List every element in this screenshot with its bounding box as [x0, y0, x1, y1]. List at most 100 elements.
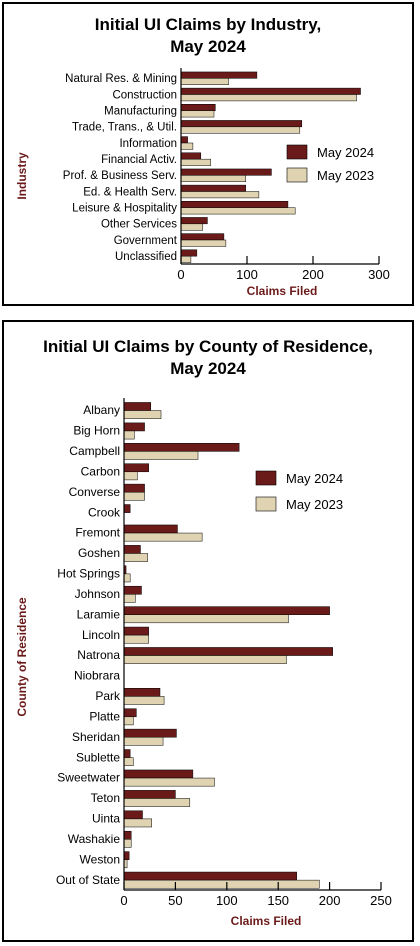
industry-category-label: Financial Activ.: [101, 154, 177, 166]
county-bar-may2024: [123, 524, 178, 534]
county-legend-label-may2024: May 2024: [286, 471, 343, 486]
county-chart-title-line1: Initial UI Claims by County of Residence…: [43, 337, 373, 356]
county-bar-may2024: [123, 402, 151, 411]
industry-bar-may2023: [180, 158, 211, 166]
county-x-tick-label: 150: [267, 893, 289, 908]
county-x-tick-label: 50: [168, 893, 182, 908]
county-bar-may2024: [123, 728, 177, 738]
industry-category-label: Unclassified: [115, 251, 177, 263]
county-category-label: Lincoln: [82, 628, 120, 642]
industry-chart-y-axis-label: Industry: [15, 152, 29, 200]
county-category-label: Teton: [91, 791, 120, 805]
county-chart-title: Initial UI Claims by County of Residence…: [4, 336, 412, 380]
industry-x-tick-label: 200: [302, 267, 324, 282]
county-category-label: Converse: [69, 485, 121, 499]
county-x-tick-label: 200: [319, 893, 341, 908]
industry-bar-may2023: [180, 255, 192, 263]
county-bar-may2023: [123, 757, 134, 766]
industry-category-label: Government: [114, 235, 178, 247]
county-bar-may2023: [123, 879, 320, 889]
industry-legend-swatch-may2023: [286, 167, 308, 183]
industry-category-label: Other Services: [101, 219, 177, 231]
county-chart-title-line2: May 2024: [170, 359, 246, 378]
industry-bar-may2023: [180, 191, 260, 199]
industry-bar-may2023: [180, 207, 296, 215]
county-bar-may2024: [123, 688, 161, 697]
industry-chart-title: Initial UI Claims by Industry, May 2024: [4, 14, 412, 58]
county-category-label: Laramie: [77, 607, 121, 621]
county-x-tick-label: 0: [120, 893, 127, 908]
industry-bar-may2023: [180, 126, 301, 134]
industry-chart-title-line2: May 2024: [170, 37, 246, 56]
industry-bar-may2024: [180, 217, 208, 225]
county-bar-may2024: [123, 626, 149, 636]
county-bar-may2023: [123, 798, 191, 807]
county-bar-may2024: [123, 647, 333, 656]
county-bar-may2024: [123, 545, 141, 554]
industry-bar-may2023: [180, 78, 229, 85]
county-bar-may2023: [123, 553, 148, 562]
county-category-label: Sweetwater: [57, 771, 120, 785]
industry-bar-may2023: [180, 142, 194, 150]
industry-bar-may2024: [180, 168, 272, 176]
industry-bar-may2024: [180, 87, 361, 95]
county-category-label: Hot Springs: [57, 567, 120, 581]
county-chart-x-axis-label: Claims Filed: [230, 914, 302, 928]
county-bar-may2023: [123, 573, 131, 583]
county-category-label: Uinta: [92, 812, 120, 826]
county-category-label: Platte: [89, 709, 120, 723]
county-bar-may2023: [123, 451, 199, 460]
industry-bar-may2023: [180, 223, 204, 231]
county-bar-may2024: [123, 871, 297, 881]
industry-chart-plot: Natural Res. & Mining Construction Manufac…: [63, 68, 390, 282]
county-legend-swatch-may2023: [255, 496, 277, 512]
county-category-label: Weston: [80, 852, 120, 866]
county-bar-may2023: [123, 736, 164, 746]
county-bar-may2024: [123, 749, 131, 758]
county-bar-may2023: [123, 491, 145, 501]
industry-bar-may2023: [180, 110, 215, 118]
county-bar-may2023: [123, 839, 132, 848]
industry-bar-may2024: [180, 233, 225, 241]
county-category-label: Albany: [83, 403, 120, 417]
county-bar-may2023: [123, 471, 138, 481]
industry-chart-x-axis-label: Claims Filed: [246, 284, 318, 298]
county-category-label: Campbell: [69, 444, 120, 458]
industry-legend-label-may2024: May 2024: [317, 145, 374, 160]
county-category-label: Goshen: [78, 546, 120, 560]
industry-bar-may2024: [180, 152, 202, 160]
county-category-label: Washakie: [68, 832, 121, 846]
industry-bar-may2024: [180, 184, 246, 192]
industry-bar-may2024: [180, 104, 216, 111]
industry-chart-panel: Initial UI Claims by Industry, May 2024 …: [2, 2, 414, 306]
county-category-label: Crook: [88, 505, 121, 519]
industry-category-label: Natural Res. & Mining: [65, 73, 177, 85]
county-bar-may2024: [123, 708, 137, 718]
county-bar-may2024: [123, 790, 176, 799]
industry-x-tick-label: 100: [236, 267, 258, 282]
county-bar-may2024: [123, 769, 194, 779]
county-x-tick-label: 100: [216, 893, 238, 908]
county-bar-may2024: [123, 606, 330, 615]
industry-category-label: Leisure & Hospitality: [72, 202, 177, 214]
county-bar-may2023: [123, 410, 162, 419]
county-bar-may2024: [123, 504, 131, 513]
county-category-label: Park: [95, 689, 121, 703]
industry-category-label: Prof. & Business Serv.: [63, 170, 177, 182]
county-bar-may2023: [123, 696, 165, 705]
county-bar-may2024: [123, 810, 143, 820]
county-legend-swatch-may2024: [255, 470, 277, 486]
county-category-label: Niobrara: [74, 669, 120, 683]
industry-category-label: Information: [119, 138, 177, 150]
county-bar-may2024: [123, 463, 149, 473]
county-x-tick-label: 250: [370, 893, 392, 908]
county-bar-may2023: [123, 594, 136, 603]
county-bar-may2024: [123, 443, 240, 452]
county-bar-may2023: [123, 430, 135, 440]
county-bar-may2023: [123, 655, 287, 664]
industry-bar-may2024: [180, 249, 198, 257]
county-bar-may2023: [123, 716, 134, 726]
county-chart-y-axis-label: County of Residence: [15, 597, 29, 717]
industry-bar-may2024: [180, 120, 303, 128]
county-bar-may2023: [123, 634, 149, 644]
